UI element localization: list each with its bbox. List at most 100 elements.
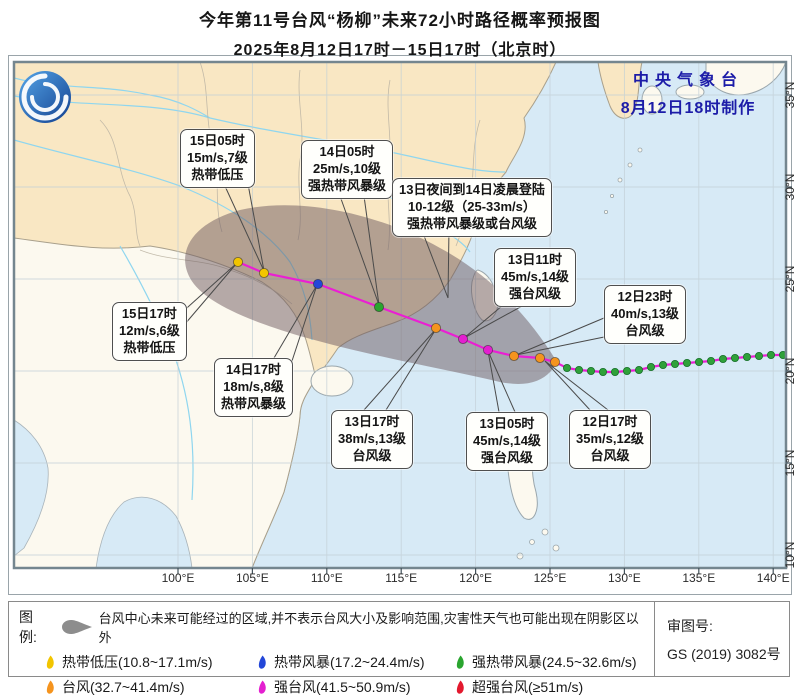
typhoon-marker-icon [258,680,266,694]
leader-line [223,183,265,272]
legend-item-TS: 热带风暴(17.2~24.4m/s) [257,652,455,672]
leader-line [363,195,380,306]
approval-number: GS (2019) 3082号 [667,646,781,662]
legend-panel: 图例: 台风中心未来可能经过的区域,并不表示台风大小及影响范围,灾害性天气也可能… [8,601,790,695]
typhoon-marker-icon [258,655,266,669]
typhoon-marker-icon [46,655,54,669]
agency-name: 中央气象台 [632,72,743,89]
typhoon-marker-icon [456,680,464,694]
forecast-point-TY [549,356,561,368]
lat-label: 35°N [783,82,797,109]
forecast-point-TS [312,278,324,290]
leader-line [289,284,318,368]
forecast-point-STY [482,344,494,356]
legend-item-label: 热带风暴(17.2~24.4m/s) [274,654,425,670]
page-title: 今年第11号台风“杨柳”未来72小时路径概率预报图 [199,11,601,30]
typhoon-track [232,256,798,376]
legend-left: 图例: 台风中心未来可能经过的区域,并不表示台风大小及影响范围,灾害性天气也可能… [9,602,654,695]
leader-line [178,262,238,316]
agency-watermark: 中央气象台 8月12日18时制作 [598,66,778,118]
legend-item-label: 台风(32.7~41.4m/s) [62,679,185,695]
lon-label: 120°E [459,571,492,585]
history-point [671,359,680,368]
history-point [779,351,786,359]
cone-note: 台风中心未来可能经过的区域,并不表示台风大小及影响范围,灾害性天气也可能出现在阴… [98,611,639,645]
andaman-sea [14,419,49,557]
kyushu-island [641,85,663,115]
legend-item-label: 超强台风(≥51m/s) [472,679,584,695]
history-point [791,350,798,357]
issue-time: 8月12日18时制作 [620,100,756,117]
leader-line [273,284,318,359]
small-islands [516,147,643,560]
leader-line [487,350,516,413]
history-point [719,354,728,363]
lon-label: 140°E [757,571,790,585]
history-point [575,365,584,374]
leader-line [487,350,500,413]
lat-label: 15°N [783,450,797,477]
leader-line [339,195,380,306]
legend-caption: 图例: [19,609,37,645]
leader-line [385,328,437,411]
forecast-point-TD [232,256,244,268]
lon-label: 100°E [162,571,195,585]
leader-line [544,360,609,411]
leader-line [515,317,605,356]
lon-label: 130°E [608,571,641,585]
history-point [767,350,776,359]
history-point [599,367,608,376]
forecast-point-STY [457,333,469,345]
cma-logo-icon [19,71,71,123]
axis-labels: 100°E 105°E 110°E 115°E 120°E 125°E 130°E 135°E… [162,82,797,585]
typhoon-marker-icon [456,655,464,669]
history-point [635,365,644,374]
leader-line [544,360,591,411]
leader-line [447,227,450,299]
lon-label: 105°E [236,571,269,585]
forecast-point-TY [430,322,442,334]
typhoon-marker-icon [46,680,54,694]
leader-line [178,262,238,332]
lat-label: 10°N [783,542,797,569]
legend-item-TY: 台风(32.7~41.4m/s) [45,677,257,697]
legend-item-SuperTY: 超强台风(≥51m/s) [455,677,646,697]
approval-label: 审图号: [667,618,713,634]
history-point [587,366,596,375]
leader-line [247,183,265,272]
title-block: 今年第11号台风“杨柳”未来72小时路径概率预报图 2025年8月12日17时－… [0,6,800,60]
history-point [731,353,740,362]
history-point [563,363,572,372]
legend-items: 热带低压(10.8~17.1m/s) 热带风暴(17.2~24.4m/s) 强热… [45,652,646,697]
history-point [755,351,764,360]
history-point [623,366,632,375]
legend-item-STY: 强台风(41.5~50.9m/s) [257,677,455,697]
honshu-island [705,62,786,96]
forecast-point-TY [508,350,520,362]
hainan-island [310,365,354,397]
korea-peninsula [597,62,643,119]
legend-item-TD: 热带低压(10.8~17.1m/s) [45,652,257,672]
lon-label: 115°E [385,571,417,585]
shikoku-island [675,84,705,100]
lon-label: 125°E [534,571,567,585]
callout-leaders [178,183,615,413]
outer-frame [8,55,792,595]
map-frame [12,60,788,570]
leader-line [515,334,615,356]
legend-item-label: 热带低压(10.8~17.1m/s) [62,654,213,670]
approval-box: 审图号: GS (2019) 3082号 [654,602,789,676]
legend-item-label: 强热带风暴(24.5~32.6m/s) [472,654,637,670]
history-point [659,360,668,369]
page-subtitle: 2025年8月12日17时－15日17时（北京时） [233,42,567,59]
history-point [611,367,620,376]
history-point [695,357,704,366]
history-point [647,362,656,371]
legend-item-STS: 强热带风暴(24.5~32.6m/s) [455,652,646,672]
lat-label: 30°N [783,174,797,201]
indochina [14,237,317,568]
forecast-point-TD [258,267,270,279]
history-point [683,358,692,367]
forecast-point-TY [534,352,546,364]
history-point [743,352,752,361]
